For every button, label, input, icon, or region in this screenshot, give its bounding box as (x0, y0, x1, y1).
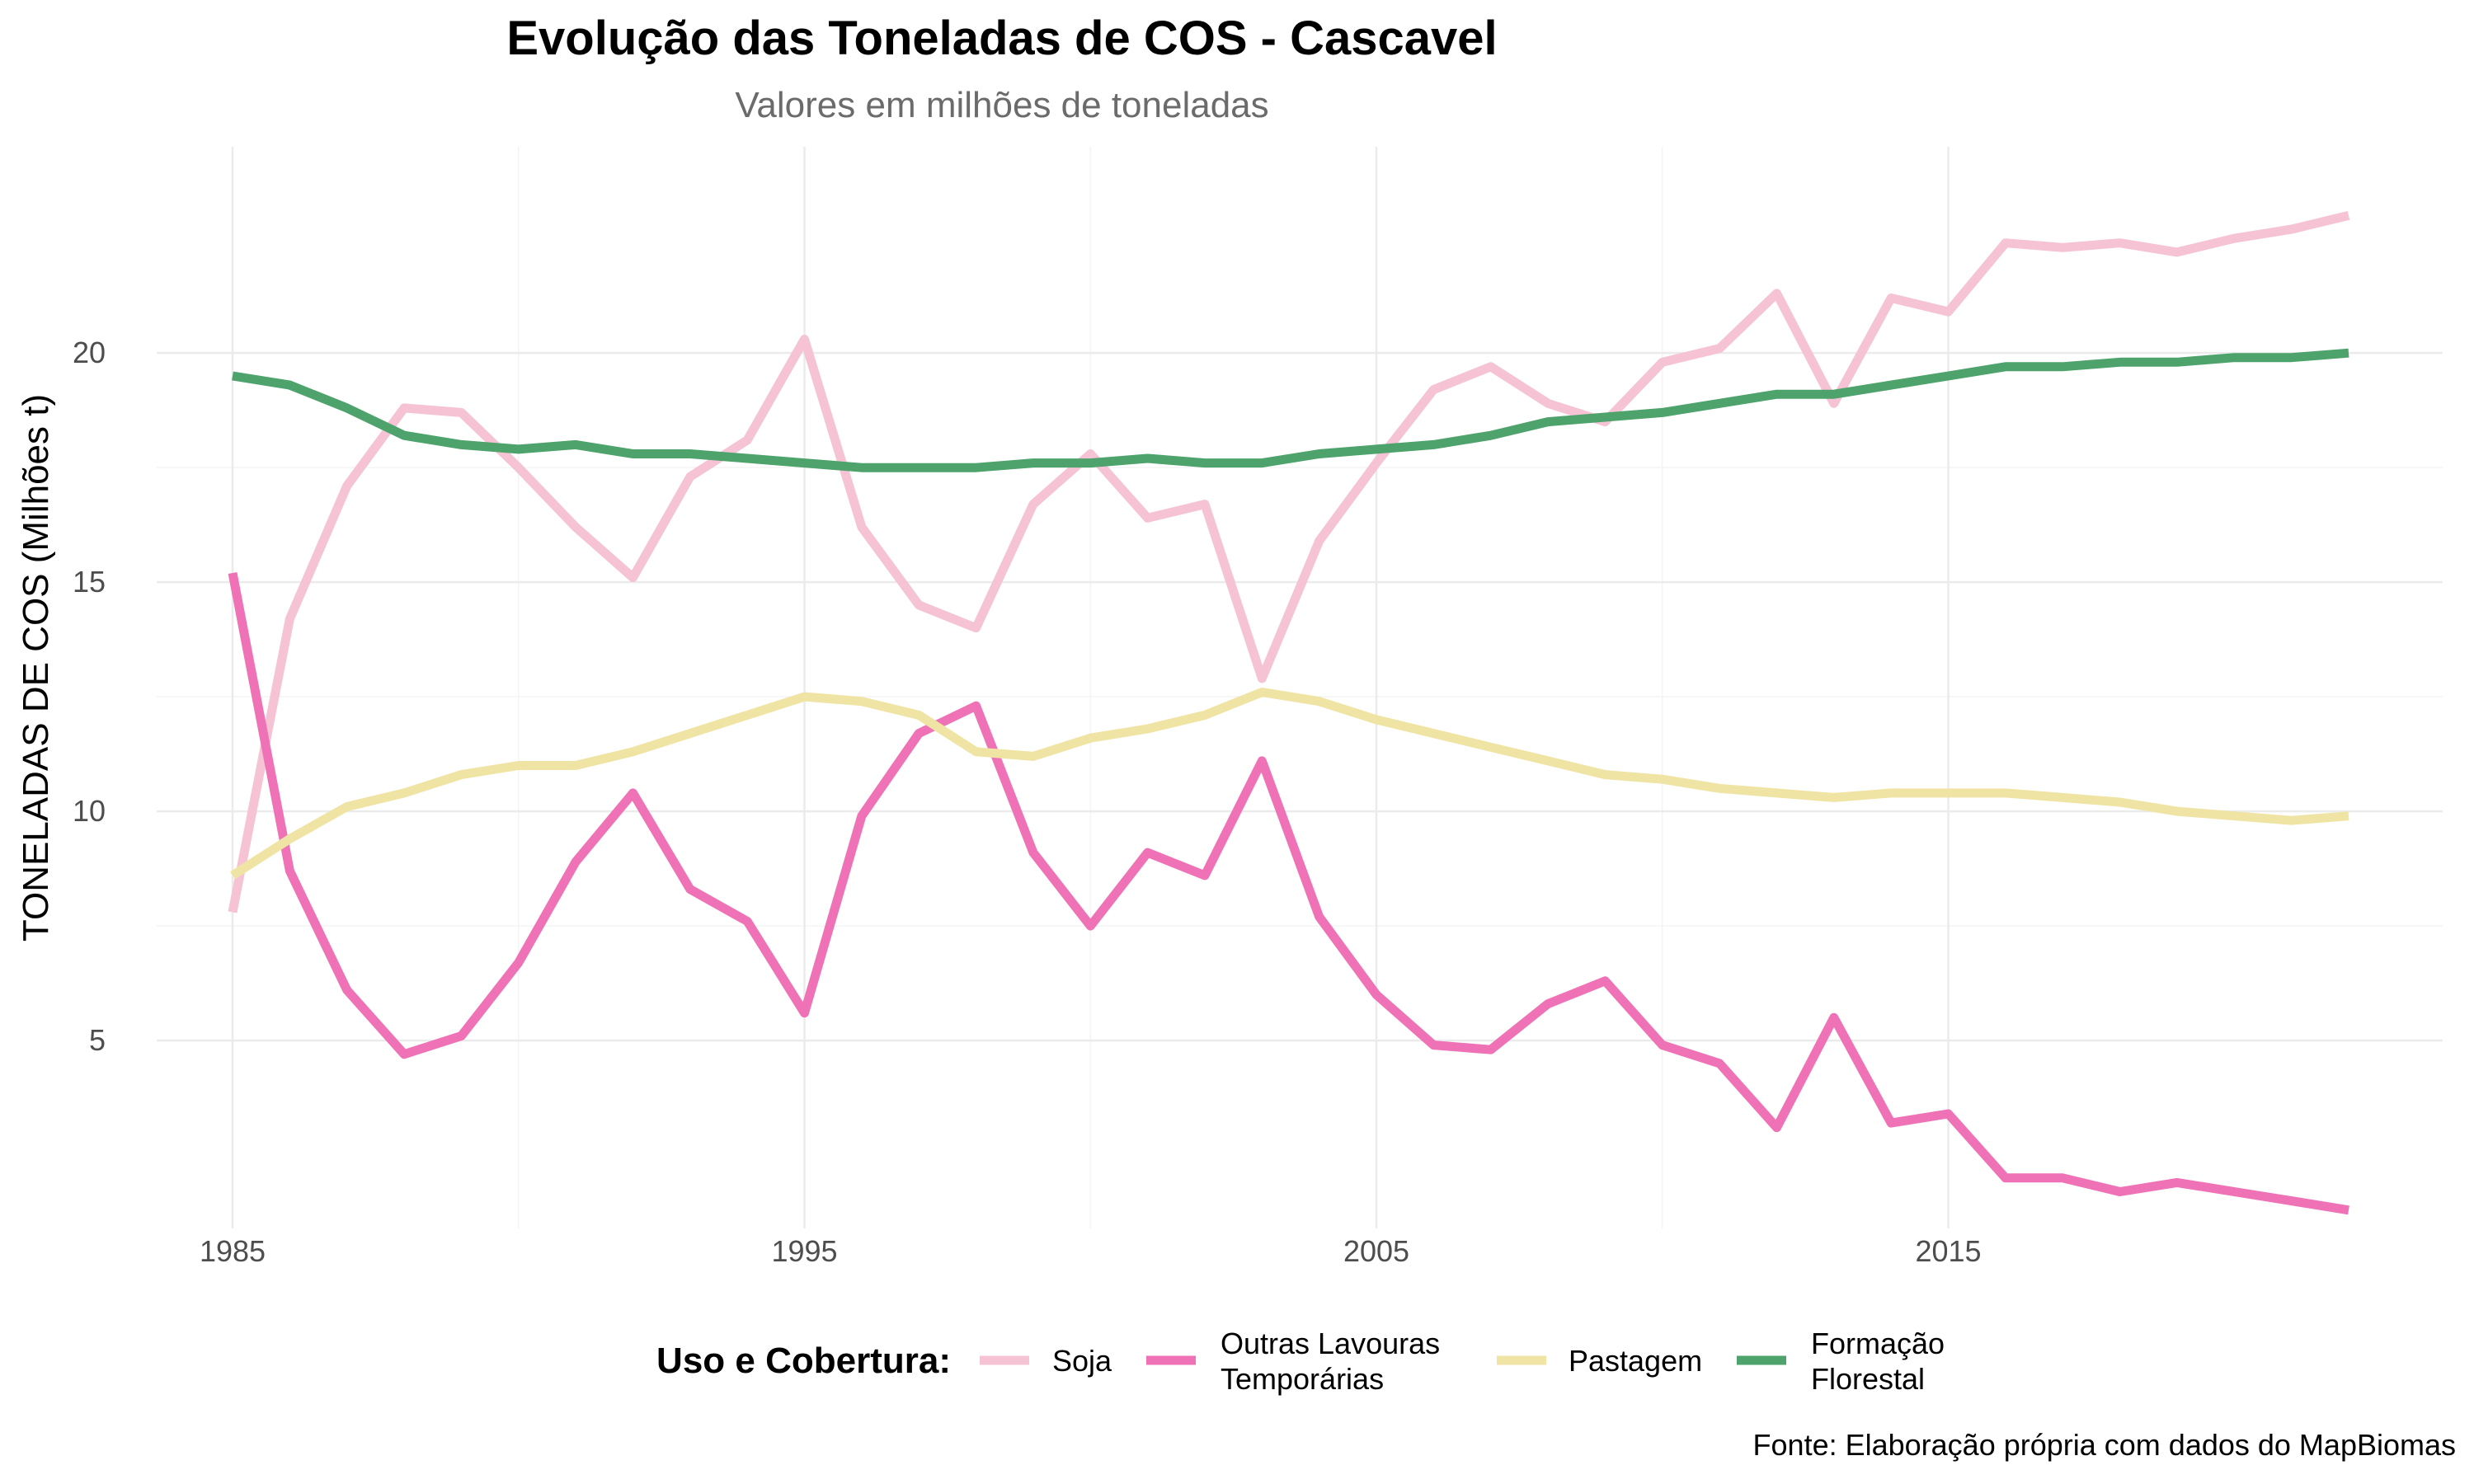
legend-label-forma-o-florestal: Formação (1811, 1327, 1945, 1360)
series-line-pastagem (230, 688, 2349, 880)
series-line-soja (228, 211, 2350, 913)
grid-lines (157, 147, 2443, 1228)
legend: Uso e Cobertura: Soja Outras LavourasTemp… (656, 1327, 1945, 1396)
chart-caption: Fonte: Elaboração própria com dados do M… (1753, 1428, 2456, 1462)
legend-label-pastagem: Pastagem (1569, 1344, 1702, 1378)
x-tick-label: 2005 (1343, 1234, 1409, 1268)
series-line-forma-o-florestal (232, 348, 2349, 472)
y-axis-title: TONELADAS DE COS (Milhões t) (16, 394, 56, 942)
series-line-outras-lavouras-tempor-rias (228, 571, 2349, 1215)
chart-subtitle: Valores em milhões de toneladas (735, 85, 1268, 125)
legend-label-outras-lavouras-tempor-rias: Outras Lavouras (1221, 1327, 1440, 1360)
series-lines (228, 211, 2350, 1215)
x-tick-label: 1995 (771, 1234, 837, 1268)
legend-title: Uso e Cobertura: (656, 1341, 951, 1381)
x-tick-label: 2015 (1915, 1234, 1981, 1268)
legend-label-forma-o-florestal: Florestal (1811, 1362, 1925, 1396)
x-tick-label: 1985 (200, 1234, 266, 1268)
axis-tick-labels: 5 10 15 20 1985 1995 2005 2015 (73, 336, 1982, 1268)
y-tick-label: 10 (73, 794, 106, 828)
legend-label-soja: Soja (1052, 1344, 1112, 1378)
y-tick-label: 20 (73, 336, 106, 369)
legend-label-outras-lavouras-tempor-rias: Temporárias (1221, 1362, 1384, 1396)
y-tick-label: 5 (89, 1023, 106, 1057)
y-tick-label: 15 (73, 565, 106, 599)
chart-title: Evolução das Toneladas de COS - Cascavel (506, 12, 1497, 65)
